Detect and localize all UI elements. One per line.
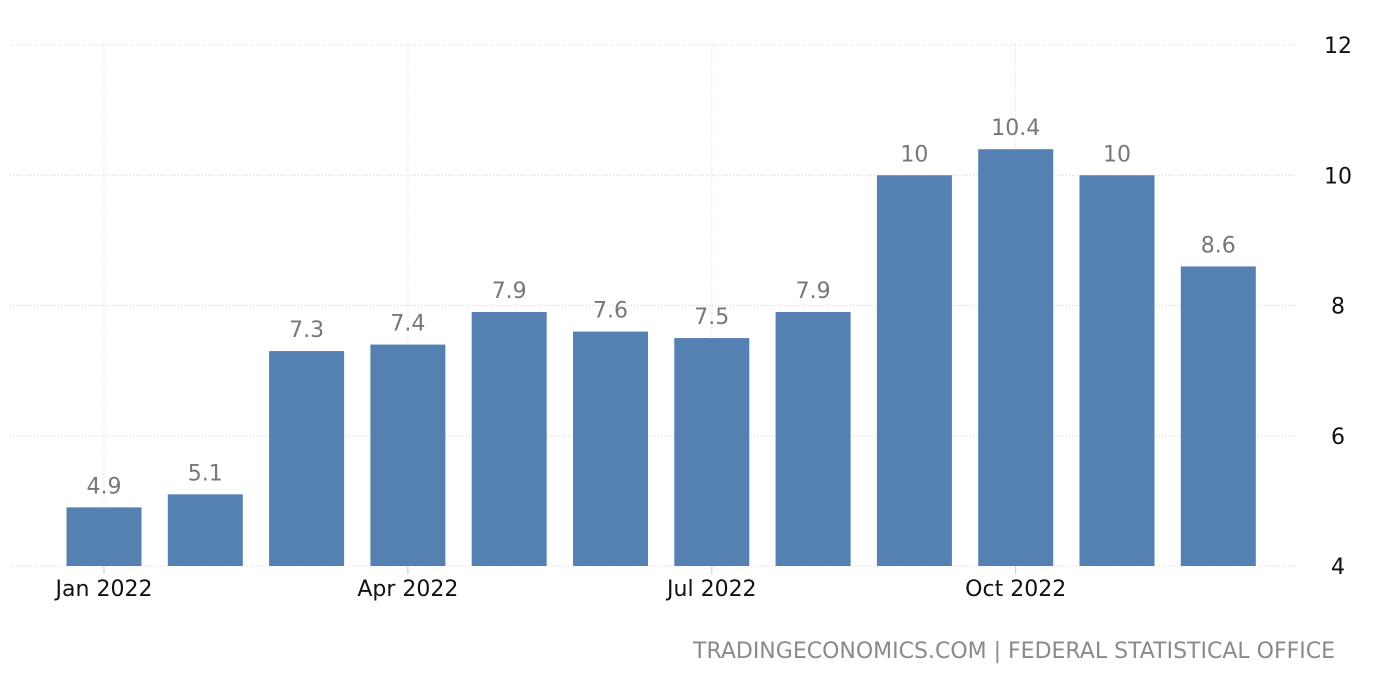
bar — [66, 507, 142, 566]
data-label: 7.6 — [593, 299, 628, 324]
bars — [66, 149, 1256, 566]
data-label: 5.1 — [188, 461, 223, 486]
y-tick-label: 12 — [1324, 34, 1352, 59]
x-tick-label: Jan 2022 — [54, 577, 153, 602]
data-label: 10 — [900, 142, 928, 167]
data-label: 4.9 — [87, 474, 122, 499]
y-tick-label: 6 — [1331, 425, 1345, 450]
x-tick-label: Apr 2022 — [357, 577, 458, 602]
gridlines — [10, 44, 1295, 567]
data-label: 7.9 — [492, 279, 527, 304]
bar — [876, 175, 952, 566]
bar — [269, 351, 345, 566]
bar — [573, 331, 648, 566]
data-label: 10.4 — [991, 116, 1040, 141]
value-labels: 4.9 5.1 7.3 7.4 7.9 7.6 7.5 7.9 10 10.4 10 8.6 — [87, 116, 1236, 499]
data-label: 7.4 — [390, 312, 425, 337]
y-tick-label: 4 — [1331, 555, 1345, 580]
bar — [775, 312, 851, 566]
bar — [370, 344, 446, 566]
source-credit: TRADINGECONOMICS.COM | FEDERAL STATISTIC… — [692, 639, 1335, 664]
bar — [1180, 266, 1256, 566]
x-tick-label: Oct 2022 — [965, 577, 1066, 602]
data-label: 7.9 — [796, 279, 831, 304]
bar — [978, 149, 1054, 566]
bar — [674, 338, 750, 566]
data-label: 7.3 — [289, 318, 324, 343]
bar — [167, 494, 243, 566]
x-tick-label: Jul 2022 — [665, 577, 757, 602]
bar — [471, 312, 547, 566]
y-axis: 4 6 8 10 12 — [1324, 34, 1352, 580]
x-axis: Jan 2022 Apr 2022 Jul 2022 Oct 2022 — [54, 566, 1066, 602]
bar — [1079, 175, 1155, 566]
y-tick-label: 10 — [1324, 164, 1352, 189]
data-label: 10 — [1103, 142, 1131, 167]
data-label: 8.6 — [1201, 233, 1236, 258]
y-tick-label: 8 — [1331, 295, 1345, 320]
data-label: 7.5 — [694, 305, 729, 330]
